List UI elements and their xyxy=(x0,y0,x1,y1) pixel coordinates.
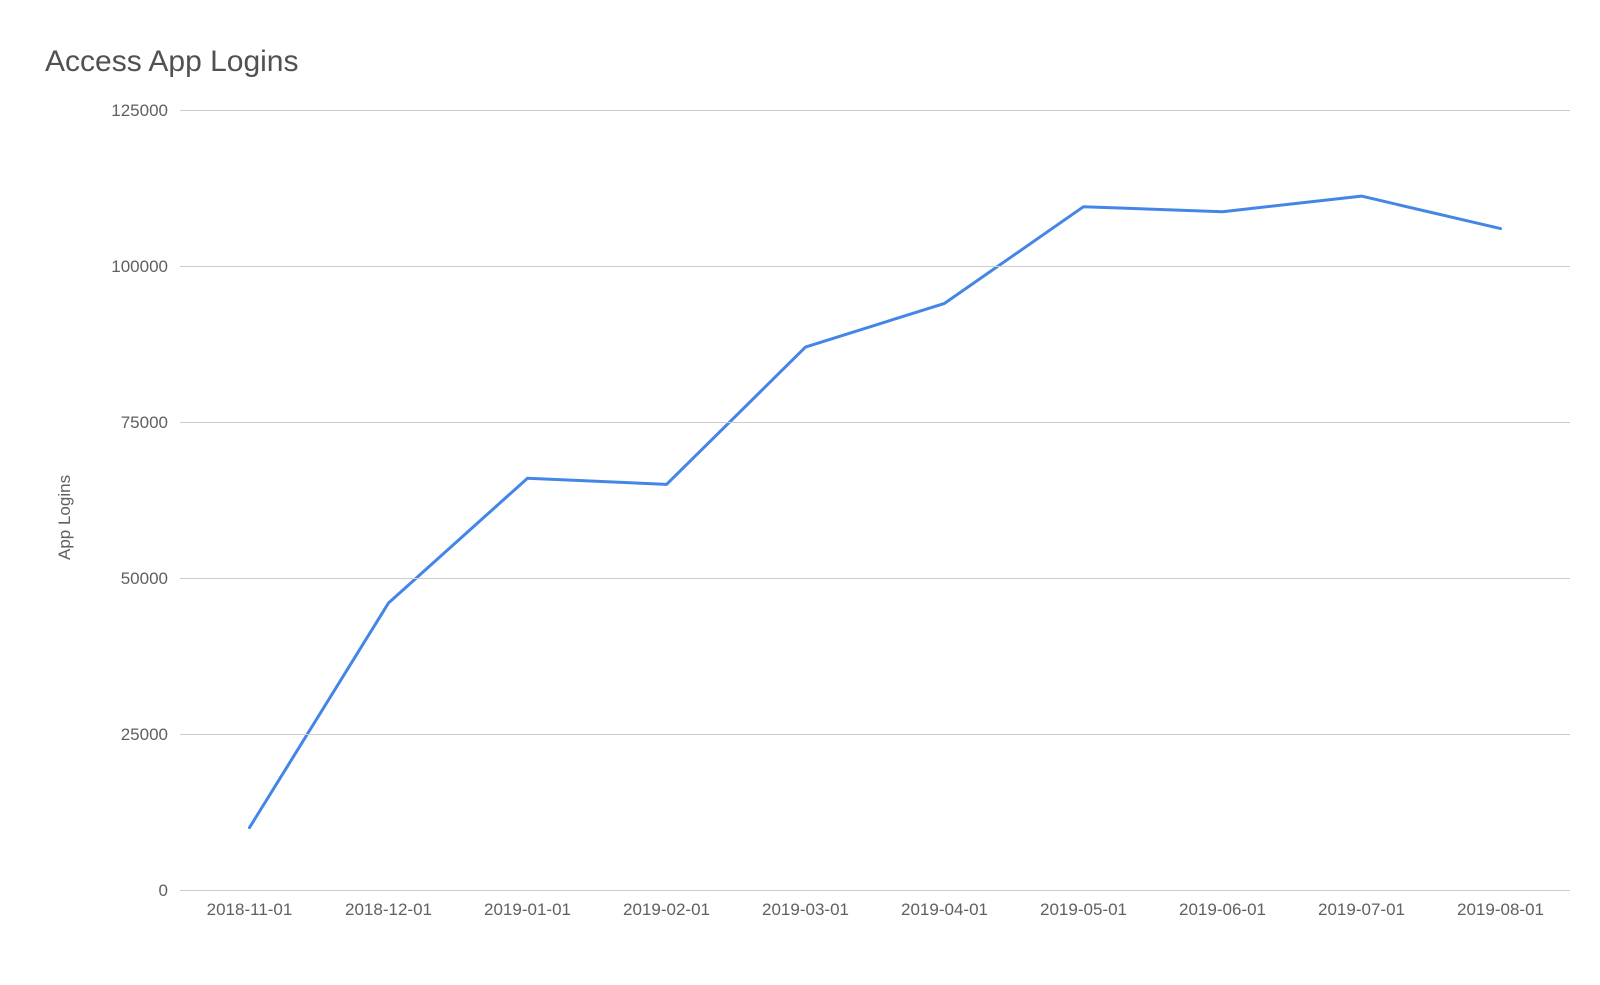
x-tick-label: 2018-11-01 xyxy=(180,900,320,920)
y-tick-label: 0 xyxy=(68,881,168,901)
x-tick-label: 2019-06-01 xyxy=(1153,900,1293,920)
grid-line xyxy=(180,734,1570,735)
y-tick-label: 50000 xyxy=(68,569,168,589)
chart-title: Access App Logins xyxy=(45,45,299,79)
y-tick-label: 100000 xyxy=(68,257,168,277)
x-tick-label: 2018-12-01 xyxy=(319,900,459,920)
y-tick-label: 25000 xyxy=(68,725,168,745)
x-tick-label: 2019-03-01 xyxy=(736,900,876,920)
y-axis-label: App Logins xyxy=(55,475,75,560)
plot-area: 02500050000750001000001250002018-11-0120… xyxy=(180,110,1570,890)
grid-line xyxy=(180,110,1570,111)
data-polyline xyxy=(250,196,1501,828)
grid-line xyxy=(180,578,1570,579)
grid-line xyxy=(180,422,1570,423)
x-tick-label: 2019-05-01 xyxy=(1014,900,1154,920)
x-tick-label: 2019-01-01 xyxy=(458,900,598,920)
grid-line xyxy=(180,890,1570,891)
y-tick-label: 75000 xyxy=(68,413,168,433)
line-chart: Access App Logins App Logins 02500050000… xyxy=(0,0,1600,985)
grid-line xyxy=(180,266,1570,267)
data-line xyxy=(180,110,1570,890)
x-tick-label: 2019-04-01 xyxy=(875,900,1015,920)
x-tick-label: 2019-02-01 xyxy=(597,900,737,920)
x-tick-label: 2019-07-01 xyxy=(1292,900,1432,920)
x-tick-label: 2019-08-01 xyxy=(1431,900,1571,920)
y-tick-label: 125000 xyxy=(68,101,168,121)
